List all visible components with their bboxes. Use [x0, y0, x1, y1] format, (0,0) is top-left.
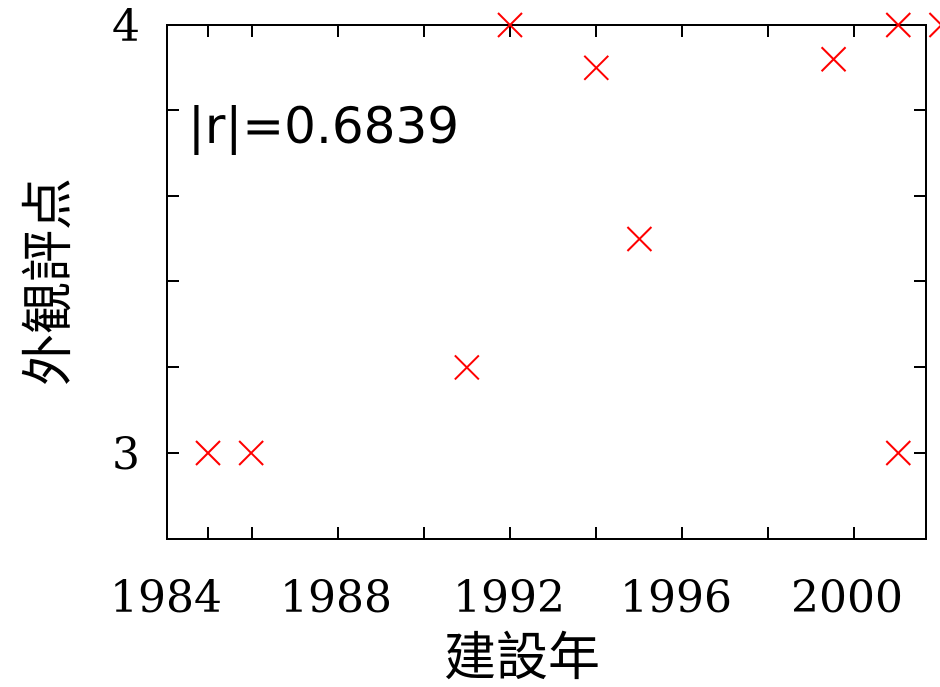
data-point [928, 12, 940, 38]
data-point [454, 354, 480, 381]
x-tick-label: 1992 [453, 572, 565, 623]
x-tick-label: 1996 [620, 572, 732, 623]
x-tick-label: 2000 [791, 572, 903, 623]
data-points [195, 12, 940, 466]
y-tick-label: 4 [112, 1, 140, 52]
data-point [885, 12, 911, 38]
data-point [497, 12, 523, 38]
x-tick-label: 1984 [110, 572, 222, 623]
data-point [885, 440, 911, 466]
data-point [195, 440, 221, 466]
x-axis-title: 建設年 [444, 628, 600, 687]
x-tick-label: 1988 [280, 572, 392, 623]
data-point [820, 46, 847, 72]
correlation-annotation: |r|=0.6839 [188, 97, 459, 155]
y-axis-title: 外観評点 [19, 178, 79, 386]
data-point [238, 440, 264, 466]
data-point [583, 55, 609, 81]
axis-ticks [167, 24, 926, 539]
tick-labels: 1984 1988 1992 1996 2000 3 4 [110, 1, 903, 623]
data-point [626, 226, 653, 252]
y-tick-label: 3 [112, 429, 140, 480]
